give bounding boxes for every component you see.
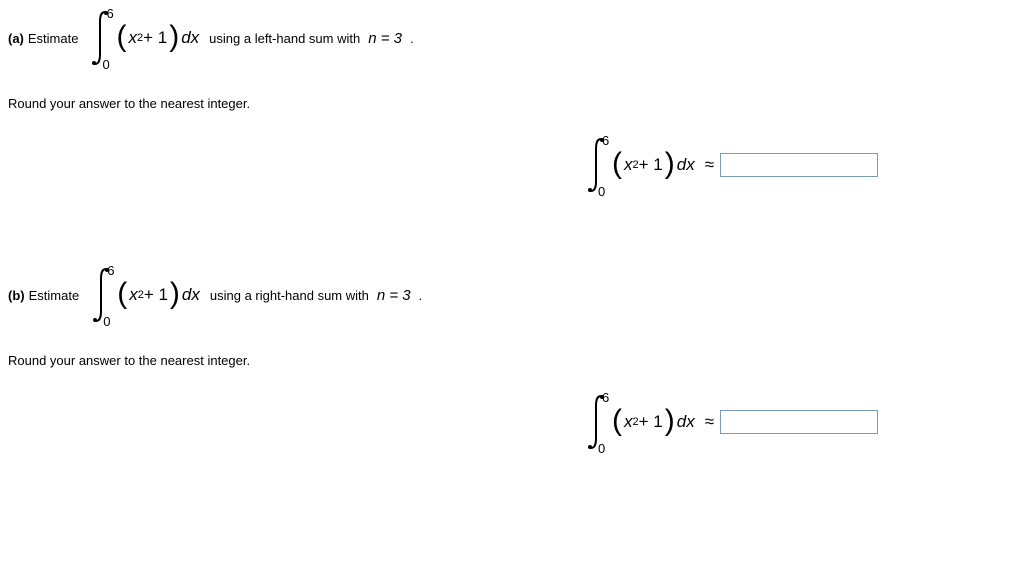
right-paren: ) bbox=[665, 406, 675, 436]
part-b-integral: 6 0 ( x2 + 1 ) dx bbox=[89, 265, 200, 325]
left-paren: ( bbox=[612, 149, 622, 179]
part-a-estimate: Estimate bbox=[28, 31, 79, 46]
int-upper: 6 bbox=[602, 390, 609, 405]
right-paren: ) bbox=[170, 279, 180, 309]
int-upper: 6 bbox=[602, 133, 609, 148]
integrand: x2 + 1 bbox=[622, 412, 665, 432]
part-a-answer-integral: 6 0 ( x2 + 1 ) dx bbox=[584, 135, 695, 195]
part-a-integral: 6 0 ( x2 + 1 ) dx bbox=[88, 8, 199, 68]
integrand: x2 + 1 bbox=[127, 285, 170, 305]
plus-one: + 1 bbox=[639, 155, 663, 175]
n-condition: n = 3 bbox=[368, 30, 402, 47]
int-lower: 0 bbox=[598, 184, 605, 199]
integrand: x2 + 1 bbox=[126, 28, 169, 48]
integral-sign-icon: 6 0 bbox=[89, 265, 113, 325]
integrand: x2 + 1 bbox=[622, 155, 665, 175]
part-a-answer-input[interactable] bbox=[720, 153, 878, 177]
using-text: using a left-hand sum with bbox=[209, 31, 360, 46]
int-upper: 6 bbox=[107, 263, 114, 278]
part-b-question-line: (b) Estimate 6 0 ( x2 + 1 ) dx using a r… bbox=[8, 265, 1016, 325]
period: . bbox=[419, 288, 423, 303]
int-lower: 0 bbox=[103, 314, 110, 329]
part-b-estimate: Estimate bbox=[29, 288, 80, 303]
part-b-label: (b) bbox=[8, 288, 25, 303]
part-b-answer-input[interactable] bbox=[720, 410, 878, 434]
integral-sign-icon: 6 0 bbox=[584, 392, 608, 452]
part-b-answer-row: 6 0 ( x2 + 1 ) dx ≈ bbox=[578, 392, 1016, 452]
plus-one: + 1 bbox=[144, 285, 168, 305]
plus-one: + 1 bbox=[143, 28, 167, 48]
part-a-round-instr: Round your answer to the nearest integer… bbox=[8, 96, 1016, 111]
left-paren: ( bbox=[116, 22, 126, 52]
approx-sign: ≈ bbox=[705, 412, 714, 432]
part-b-answer-integral: 6 0 ( x2 + 1 ) dx bbox=[584, 392, 695, 452]
part-a-question-line: (a) Estimate 6 0 ( x2 + 1 ) dx using a l… bbox=[8, 8, 1016, 68]
integral-sign-icon: 6 0 bbox=[88, 8, 112, 68]
spacer bbox=[8, 225, 1016, 265]
part-a-answer-row: 6 0 ( x2 + 1 ) dx ≈ bbox=[578, 135, 1016, 195]
dx: dx bbox=[181, 28, 199, 48]
using-text: using a right-hand sum with bbox=[210, 288, 369, 303]
dx: dx bbox=[677, 412, 695, 432]
left-paren: ( bbox=[612, 406, 622, 436]
var-x: x bbox=[128, 28, 137, 48]
right-paren: ) bbox=[169, 22, 179, 52]
part-a: (a) Estimate 6 0 ( x2 + 1 ) dx using a l… bbox=[8, 8, 1016, 195]
integral-sign-icon: 6 0 bbox=[584, 135, 608, 195]
int-lower: 0 bbox=[598, 441, 605, 456]
period: . bbox=[410, 31, 414, 46]
var-x: x bbox=[624, 412, 633, 432]
approx-sign: ≈ bbox=[705, 155, 714, 175]
exp: 2 bbox=[138, 289, 144, 301]
left-paren: ( bbox=[117, 279, 127, 309]
part-b-round-instr: Round your answer to the nearest integer… bbox=[8, 353, 1016, 368]
exp: 2 bbox=[137, 32, 143, 44]
exp: 2 bbox=[633, 159, 639, 171]
dx: dx bbox=[182, 285, 200, 305]
part-b: (b) Estimate 6 0 ( x2 + 1 ) dx using a r… bbox=[8, 265, 1016, 452]
plus-one: + 1 bbox=[639, 412, 663, 432]
part-a-label: (a) bbox=[8, 31, 24, 46]
int-lower: 0 bbox=[102, 57, 109, 72]
dx: dx bbox=[677, 155, 695, 175]
int-upper: 6 bbox=[106, 6, 113, 21]
var-x: x bbox=[624, 155, 633, 175]
exp: 2 bbox=[633, 416, 639, 428]
right-paren: ) bbox=[665, 149, 675, 179]
n-condition: n = 3 bbox=[377, 287, 411, 304]
var-x: x bbox=[129, 285, 138, 305]
